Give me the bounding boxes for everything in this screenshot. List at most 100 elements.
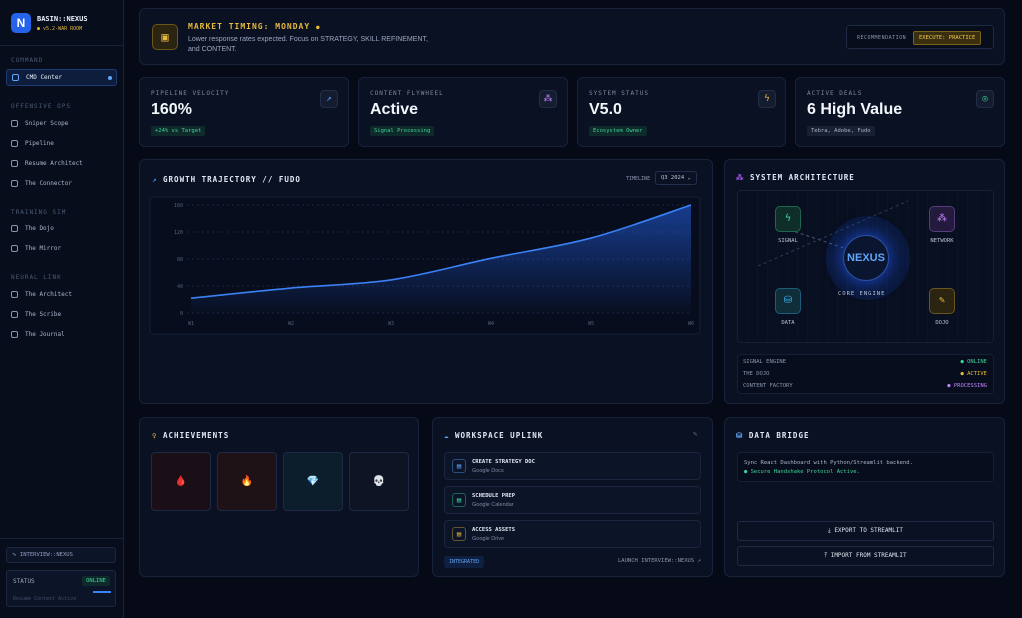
kpi-tag: +24% vs Target — [151, 126, 206, 136]
bridge-status-text: Secure Handshake Protocol Active. — [750, 469, 860, 475]
x-tick-label: W1 — [188, 321, 194, 327]
badge: 🩸 — [151, 452, 211, 511]
nav-item[interactable]: Sniper Scope — [6, 116, 117, 133]
y-tick-label: 40 — [177, 284, 183, 290]
badge: 💎 — [283, 452, 343, 511]
status-state: ● ACTIVE — [960, 371, 988, 377]
interview-text: INTERVIEW::NEXUS — [19, 552, 73, 558]
nav-item[interactable]: The Scribe — [6, 307, 117, 324]
nav-label: The Mirror — [25, 245, 62, 252]
edit-icon[interactable]: ✎ — [693, 430, 698, 438]
kpi-card: ACTIVE DEALS 6 High Value Tebra, Adobe, Fu… — [795, 77, 1005, 147]
version: ● v5.2-WAR ROOM — [37, 26, 83, 32]
nav-icon — [11, 140, 18, 147]
nav-item[interactable]: The Journal — [6, 327, 117, 344]
status-state-text: ACTIVE — [967, 371, 987, 377]
achievements-panel: ♀ ACHIEVEMENTS 🩸 🔥 💎 💀 — [139, 417, 419, 577]
nav-item[interactable]: The Dojo — [6, 221, 117, 238]
badge: 🔥 — [217, 452, 277, 511]
x-tick-label: W3 — [388, 321, 394, 327]
kpi-label: PIPELINE VELOCITY — [151, 90, 230, 97]
nav-section: NEURAL LINK — [11, 274, 62, 281]
nav-label: CMD Center — [26, 74, 63, 81]
nav-label: Sniper Scope — [25, 120, 69, 127]
x-tick-label: W6 — [688, 321, 694, 327]
kpi-tag: Signal Processing — [370, 126, 435, 136]
y-tick-label: 160 — [174, 203, 183, 209]
ach-title-text: ACHIEVEMENTS — [163, 431, 230, 440]
ach-title: ♀ ACHIEVEMENTS — [152, 431, 230, 440]
status-bar — [93, 591, 111, 593]
status-name: CONTENT FACTORY — [743, 383, 793, 389]
nav-icon — [11, 120, 18, 127]
item-app: Google Docs — [472, 468, 504, 474]
item-app: Google Calendar — [472, 502, 514, 508]
status-note: Resume Context Active — [13, 596, 77, 602]
nav-label: The Connector — [25, 180, 72, 187]
banner: ▣ MARKET TIMING: MONDAY ● Lower response… — [139, 8, 1005, 65]
banner-icon: ▣ — [152, 24, 178, 50]
nav-icon — [11, 311, 18, 318]
bridge-panel: ⛁ DATA BRIDGE Sync React Dashboard with … — [724, 417, 1005, 577]
kpi-value: 6 High Value — [807, 101, 903, 118]
item-icon: ▤ — [452, 459, 466, 473]
bridge-text: Sync React Dashboard with Python/Streaml… — [744, 460, 913, 466]
bridge-box: Sync React Dashboard with Python/Streaml… — [737, 452, 994, 482]
status-label: STATUS — [13, 578, 35, 585]
workspace-item[interactable]: ▤ CREATE STRATEGY DOC Google Docs — [444, 452, 701, 480]
banner-text: Lower response rates expected. Focus on … — [188, 36, 428, 53]
kpi-label: SYSTEM STATUS — [589, 90, 649, 97]
nav-section: TRAINING SIM — [11, 209, 67, 216]
kpi-icon: ⁂ — [539, 90, 557, 108]
import-button[interactable]: ⤒ IMPORT FROM STREAMLIT — [737, 546, 994, 566]
y-tick-label: 0 — [180, 311, 183, 317]
timeline-value: Q3 2024 — [661, 175, 685, 181]
nav-item[interactable]: CMD Center — [6, 69, 117, 86]
item-icon: ▤ — [452, 527, 466, 541]
nav-label: Resume Architect — [25, 160, 83, 167]
brand: BASIN::NEXUS — [37, 15, 88, 23]
bridge-title-text: DATA BRIDGE — [748, 431, 810, 440]
item-title: CREATE STRATEGY DOC — [472, 459, 535, 465]
arch-node-label: NETWORK — [930, 238, 954, 244]
core-label: CORE ENGINE — [838, 291, 886, 297]
kpi-icon: ↗ — [320, 90, 338, 108]
arch-node: ⛁ — [775, 288, 801, 314]
nav-icon — [12, 74, 19, 81]
arch-node-label: DOJO — [935, 320, 949, 326]
item-title: SCHEDULE PREP — [472, 493, 516, 499]
nav-item[interactable]: The Connector — [6, 176, 117, 193]
kpi-card: CONTENT FLYWHEEL Active Signal Processing ⁂ — [358, 77, 568, 147]
workspace-item[interactable]: ▤ ACCESS ASSETS Google Drive — [444, 520, 701, 548]
status-box: STATUS ONLINE Resume Context Active — [6, 570, 116, 607]
divider — [0, 538, 123, 539]
kpi-value: V5.0 — [589, 101, 622, 118]
x-tick-label: W5 — [588, 321, 594, 327]
interview-button[interactable]: ∿ INTERVIEW::NEXUS — [6, 547, 116, 563]
arch-node: ϟ — [775, 206, 801, 232]
kpi-card: SYSTEM STATUS V5.0 Ecosystem Owner ϟ — [577, 77, 786, 147]
area — [191, 205, 691, 313]
export-text: EXPORT TO STREAMLIT — [834, 527, 903, 534]
status-state: ● PROCESSING — [947, 383, 987, 389]
nav-icon — [11, 225, 18, 232]
nav-item[interactable]: The Mirror — [6, 241, 117, 258]
badge: 💀 — [349, 452, 409, 511]
nav-item[interactable]: The Architect — [6, 287, 117, 304]
kpi-card: PIPELINE VELOCITY 160% +24% vs Target ↗ — [139, 77, 349, 147]
nav-item[interactable]: Resume Architect — [6, 156, 117, 173]
item-icon: ▤ — [452, 493, 466, 507]
import-text: IMPORT FROM STREAMLIT — [830, 552, 907, 559]
status-state-text: PROCESSING — [953, 383, 987, 389]
x-tick-label: W2 — [288, 321, 294, 327]
kpi-label: CONTENT FLYWHEEL — [370, 90, 444, 97]
launch-link[interactable]: LAUNCH INTERVIEW::NEXUS ↗ — [618, 558, 701, 564]
kpi-value: 160% — [151, 101, 192, 118]
timeline-select[interactable]: Q3 2024 ⌄ — [655, 171, 697, 185]
workspace-item[interactable]: ▤ SCHEDULE PREP Google Calendar — [444, 486, 701, 514]
nav-icon — [11, 245, 18, 252]
kpi-label: ACTIVE DEALS — [807, 90, 863, 97]
nav-item[interactable]: Pipeline — [6, 136, 117, 153]
export-button[interactable]: ⤓ EXPORT TO STREAMLIT — [737, 521, 994, 541]
